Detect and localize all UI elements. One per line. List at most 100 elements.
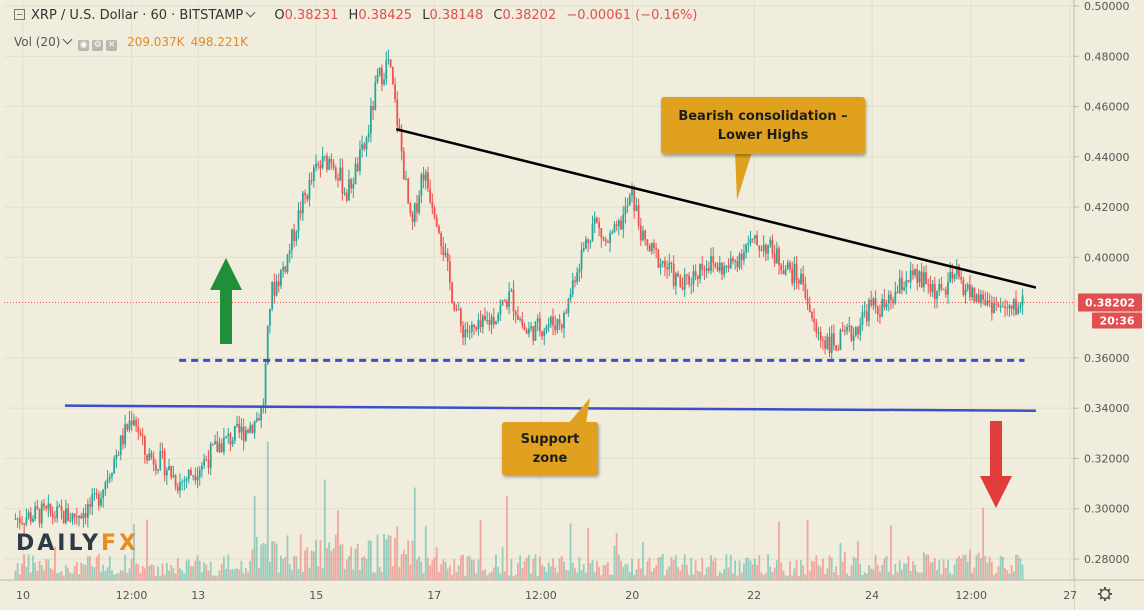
volume-bar	[857, 541, 859, 580]
volume-bar	[444, 561, 447, 580]
candle-body	[670, 262, 673, 264]
eye-icon[interactable]: ◉	[78, 40, 90, 51]
candle-body	[795, 263, 798, 280]
volume-bar	[947, 559, 949, 580]
volume-bar	[758, 555, 761, 580]
candle-body	[1008, 305, 1011, 309]
volume-bar	[620, 560, 622, 580]
candle-body	[486, 320, 489, 322]
volume-bar	[892, 574, 895, 580]
candle-body	[929, 284, 932, 292]
candle-body	[762, 244, 765, 251]
candle-body	[304, 192, 306, 196]
volume-bar	[639, 568, 642, 580]
price-tick-label: 0.40000	[1084, 251, 1130, 264]
volume-bar	[330, 551, 333, 580]
candle-body	[1004, 306, 1006, 308]
volume-bar	[473, 559, 475, 580]
candle-body	[143, 436, 146, 455]
gear-icon[interactable]	[1098, 587, 1112, 601]
volume-bar	[365, 559, 368, 580]
candle-body	[536, 318, 539, 322]
volume-bar	[251, 549, 254, 580]
time-tick-label: 12:00	[525, 589, 557, 602]
volume-bar	[376, 534, 379, 580]
candle-body	[231, 440, 234, 445]
volume-bar	[622, 566, 625, 580]
candle-body	[999, 306, 1002, 308]
volume-bar	[218, 570, 221, 580]
candle-body	[848, 326, 851, 328]
candle-body	[519, 319, 522, 321]
volume-bar	[488, 573, 491, 580]
candle-body	[696, 276, 699, 280]
candle-body	[172, 475, 175, 478]
dailyfx-logo: DAILYFX	[16, 531, 139, 556]
volume-bar	[514, 574, 517, 580]
callout-text: Bearish consolidation – Lower Highs	[678, 108, 848, 143]
volume-bar	[495, 554, 497, 580]
candle-body	[699, 264, 701, 280]
volume-bar	[927, 554, 930, 580]
candle-body	[995, 303, 998, 305]
volume-bar	[674, 555, 677, 580]
candle-body	[639, 225, 642, 241]
volume-bar	[168, 570, 170, 580]
settings-icon[interactable]: ⚙	[92, 40, 104, 51]
volume-bar	[1021, 564, 1024, 580]
volume-bar	[690, 557, 693, 580]
volume-bar	[997, 566, 1000, 580]
candle-body	[571, 280, 574, 295]
candle-body	[773, 253, 776, 264]
volume-bar	[670, 557, 673, 580]
candle-body	[962, 279, 965, 295]
candle-body	[431, 201, 434, 209]
volume-bar	[385, 539, 388, 580]
candle-body	[275, 281, 278, 296]
collapse-icon[interactable]	[14, 9, 25, 20]
candle-body	[442, 246, 445, 256]
chevron-down-icon[interactable]	[62, 34, 73, 45]
volume-bar	[817, 565, 820, 580]
candle-body	[54, 517, 56, 519]
volume-bar	[835, 566, 837, 580]
volume-bar	[82, 564, 85, 580]
up-arrow-head	[210, 258, 242, 290]
volume-bar	[143, 568, 146, 580]
candle-body	[922, 272, 925, 288]
candle-body	[497, 314, 500, 322]
close-icon[interactable]: ✕	[106, 40, 118, 51]
volume-bar	[536, 575, 539, 580]
candle-body	[703, 269, 706, 271]
candle-body	[247, 429, 249, 433]
candle-body	[352, 184, 355, 189]
candle-body	[517, 315, 519, 320]
volume-bar	[380, 571, 383, 580]
volume-bar	[962, 555, 965, 580]
candle-body	[420, 174, 423, 196]
volume-bar	[958, 555, 960, 580]
volume-bar	[633, 574, 636, 580]
symbol-title[interactable]: XRP / U.S. Dollar · 60 · BITSTAMP	[31, 8, 244, 23]
candle-body	[729, 258, 732, 269]
volume-bar	[225, 568, 227, 580]
volume-bar	[677, 567, 679, 580]
volume-bar	[743, 563, 745, 580]
volume-bar	[593, 572, 596, 580]
candle-body	[635, 205, 638, 211]
candle-body	[466, 329, 469, 332]
candle-body	[297, 210, 300, 232]
volume-bar	[769, 566, 772, 580]
volume-bar	[580, 569, 583, 580]
volume-bar	[894, 563, 897, 580]
volume-bar	[822, 558, 824, 580]
open-label: O	[274, 8, 285, 23]
candle-body	[27, 512, 30, 518]
volume-bar	[944, 567, 947, 580]
volume-bar	[32, 555, 34, 580]
chevron-down-icon[interactable]	[245, 7, 256, 18]
candle-body	[538, 318, 541, 332]
price-tick-label: 0.48000	[1084, 50, 1130, 63]
